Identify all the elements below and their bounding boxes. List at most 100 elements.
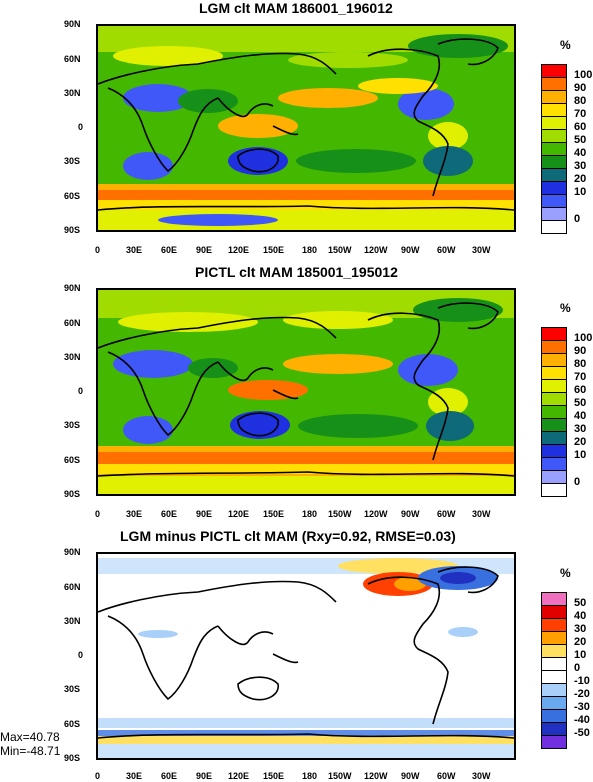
- panel-2-lon-label: 150E: [263, 509, 285, 519]
- colorbar-label: 30: [574, 160, 587, 172]
- colorbar-label: 40: [574, 147, 587, 159]
- colorbar-box: [541, 670, 567, 684]
- colorbar-box: [541, 696, 567, 710]
- panel-2-lat-30s: 30S: [64, 420, 81, 430]
- panel-1-lat-60s: 60S: [64, 191, 81, 201]
- colorbar-box: [541, 353, 567, 367]
- colorbar-label: 50: [574, 134, 587, 146]
- panel-3-lon-label: 30E: [126, 771, 143, 781]
- panel-2-lon-label: 30W: [472, 509, 491, 519]
- panel-3-lon-label: 150E: [263, 771, 285, 781]
- panel-1-lon-label: 60W: [437, 245, 456, 255]
- colorbar-label: 40: [574, 610, 587, 622]
- panel-2-colorbar-unit: %: [560, 301, 571, 315]
- panel-1-lat-90n: 90N: [64, 19, 81, 29]
- panel-2-lon-label: 0: [95, 509, 101, 519]
- panel-2-cloud-field: [98, 290, 514, 494]
- colorbar-box: [541, 470, 567, 484]
- panel-3-lat-30s: 30S: [64, 684, 81, 694]
- colorbar-box: [541, 631, 567, 645]
- colorbar-label: 30: [574, 423, 587, 435]
- colorbar-box: [541, 444, 567, 458]
- colorbar-label: 0: [574, 662, 581, 674]
- colorbar-label: 30: [574, 623, 587, 635]
- colorbar-label: 80: [574, 358, 587, 370]
- panel-3-lat-0: 0: [78, 650, 84, 660]
- panel-2-lat-90n: 90N: [64, 283, 81, 293]
- colorbar-label: -50: [574, 727, 590, 739]
- colorbar-label: -40: [574, 714, 590, 726]
- colorbar-box: [541, 129, 567, 143]
- colorbar-label: -30: [574, 701, 590, 713]
- panel-2-lon-label: 150W: [328, 509, 352, 519]
- panel-3-lat-90n: 90N: [64, 547, 81, 557]
- panel-2-lon-label: 60W: [437, 509, 456, 519]
- panel-1-lon-label: 30E: [126, 245, 143, 255]
- min-stat: Min=-48.71: [0, 744, 61, 758]
- colorbar-label: 20: [574, 436, 587, 448]
- panel-1-lat-0: 0: [78, 122, 84, 132]
- max-stat: Max=40.78: [0, 730, 60, 744]
- colorbar-box: [541, 103, 567, 117]
- colorbar-label: 60: [574, 384, 587, 396]
- colorbar-label: 0: [574, 476, 581, 488]
- colorbar-box: [541, 168, 567, 182]
- panel-3-lat-90s: 90S: [64, 753, 81, 763]
- panel-1-lat-60n: 60N: [64, 54, 81, 64]
- colorbar-label: 70: [574, 371, 587, 383]
- panel-2-lat-90s: 90S: [64, 489, 81, 499]
- panel-1-lon-label: 0: [95, 245, 101, 255]
- panel-1-lat-30n: 30N: [64, 88, 81, 98]
- panel-2-lat-30n: 30N: [64, 352, 81, 362]
- colorbar-label: -10: [574, 675, 590, 687]
- colorbar-label: 100: [574, 69, 593, 81]
- colorbar-label: 80: [574, 95, 587, 107]
- colorbar-box: [541, 155, 567, 169]
- panel-1-lon-label: 120W: [364, 245, 388, 255]
- panel-3-lat-60n: 60N: [64, 582, 81, 592]
- colorbar-box: [541, 483, 567, 497]
- panel-1-map: [96, 24, 516, 232]
- colorbar-box: [541, 457, 567, 471]
- colorbar-label: -20: [574, 688, 590, 700]
- colorbar-box: [541, 735, 567, 749]
- colorbar-label: 70: [574, 108, 587, 120]
- colorbar-box: [541, 644, 567, 658]
- panel-2-lon-label: 120W: [364, 509, 388, 519]
- panel-3-lat-30n: 30N: [64, 616, 81, 626]
- panel-3-lon-label: 180: [302, 771, 318, 781]
- panel-2-lon-label: 180: [302, 509, 318, 519]
- colorbar-box: [541, 207, 567, 221]
- panel-1-lon-label: 90W: [401, 245, 420, 255]
- colorbar-box: [541, 366, 567, 380]
- panel-2-lon-label: 120E: [228, 509, 250, 519]
- colorbar-box: [541, 657, 567, 671]
- colorbar-label: 10: [574, 449, 587, 461]
- panel-2-title: PICTL clt MAM 185001_195012: [195, 264, 398, 280]
- panel-1-lat-30s: 30S: [64, 156, 81, 166]
- colorbar-box: [541, 431, 567, 445]
- panel-1-lon-label: 30W: [472, 245, 491, 255]
- colorbar-label: 50: [574, 397, 587, 409]
- panel-1-lon-label: 90E: [196, 245, 213, 255]
- panel-2-lon-label: 90E: [196, 509, 213, 519]
- panel-3-lon-label: 150W: [328, 771, 352, 781]
- panel-1-title: LGM clt MAM 186001_196012: [199, 0, 393, 16]
- colorbar-label: 10: [574, 186, 587, 198]
- colorbar-label: 90: [574, 82, 587, 94]
- panel-1-lat-90s: 90S: [64, 225, 81, 235]
- panel-1-cloud-field: [98, 26, 514, 230]
- colorbar-label: 100: [574, 332, 593, 344]
- panel-1-lon-label: 150E: [263, 245, 285, 255]
- colorbar-label: 20: [574, 636, 587, 648]
- panel-3-difference-field: [98, 554, 514, 758]
- panel-3-map: [96, 552, 516, 760]
- colorbar-label: 60: [574, 121, 587, 133]
- panel-1-lon-label: 60E: [161, 245, 178, 255]
- colorbar-box: [541, 77, 567, 91]
- colorbar-label: 20: [574, 173, 587, 185]
- colorbar-box: [541, 592, 567, 606]
- panel-3-lon-label: 120E: [228, 771, 250, 781]
- panel-3-lon-label: 60E: [161, 771, 178, 781]
- colorbar-box: [541, 220, 567, 234]
